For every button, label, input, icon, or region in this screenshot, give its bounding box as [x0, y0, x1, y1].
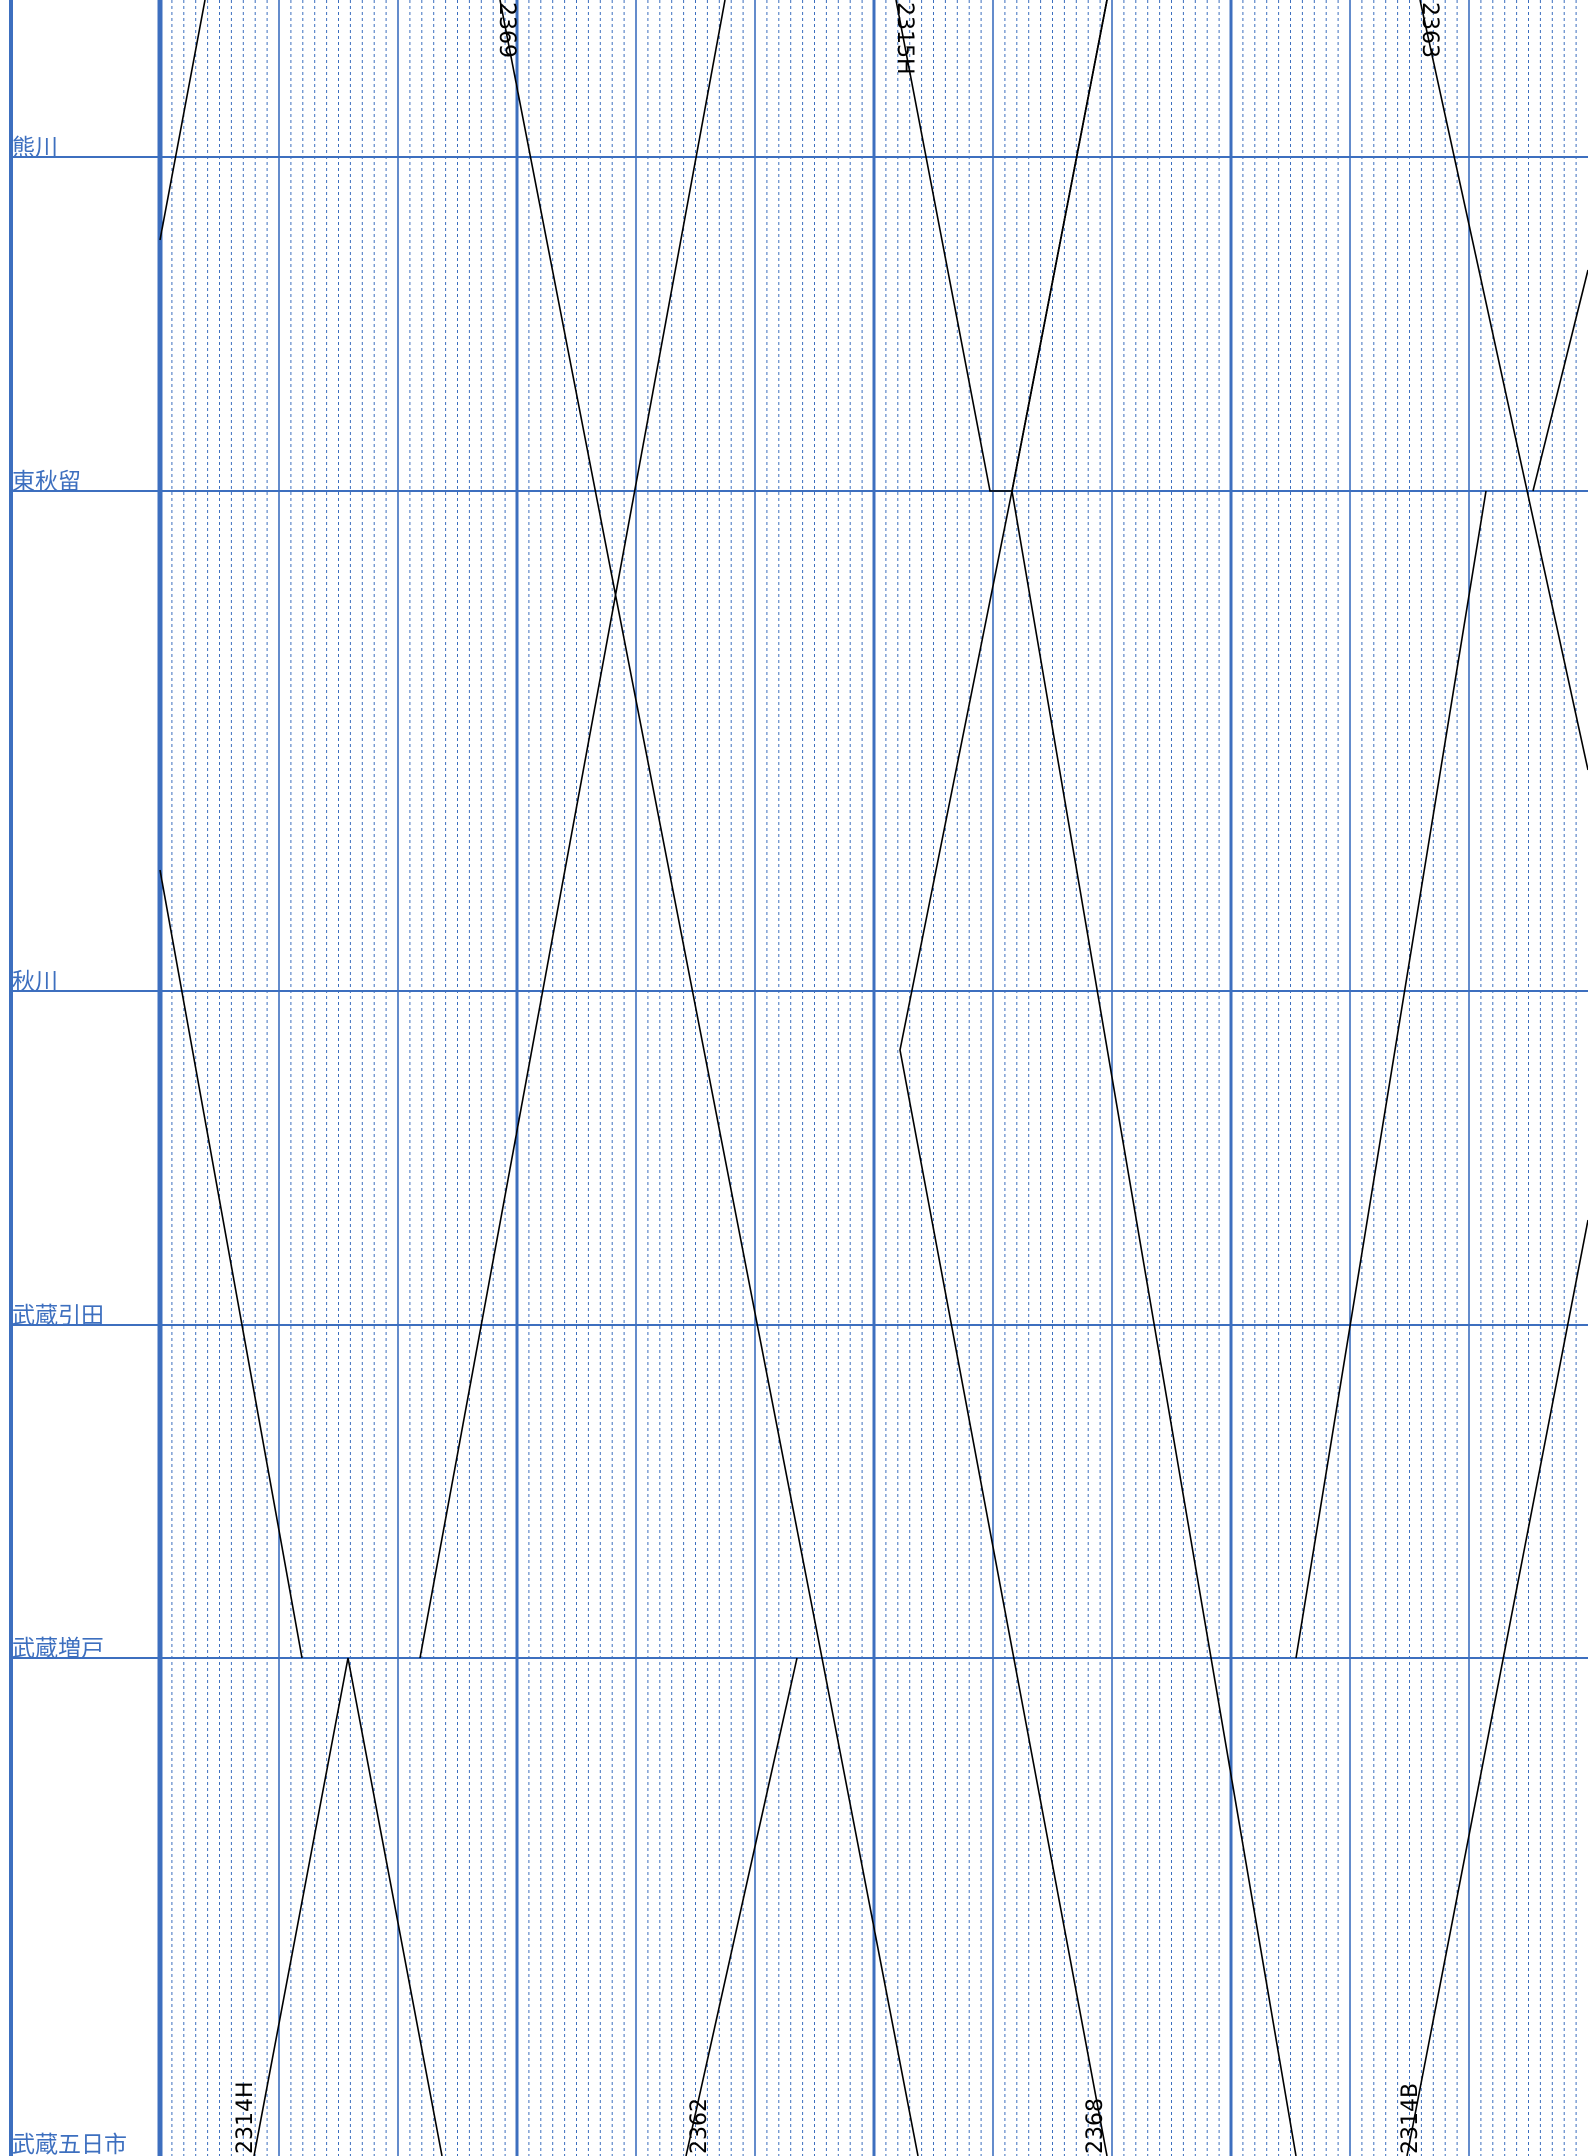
train-label-2314h: 2314H: [233, 2081, 258, 2154]
train-line: [1419, 0, 1588, 771]
train-line: [159, 0, 206, 241]
train-line: [1406, 1219, 1588, 2156]
train-line: [685, 1657, 798, 2156]
train-line: [499, 0, 919, 2156]
station-row-higashi-akiru: 東秋留: [11, 469, 1588, 495]
station-label: 秋川: [12, 969, 58, 995]
train-line: [159, 869, 303, 1659]
train-lines: [159, 0, 1588, 2156]
train-label-2315h: 2315H: [892, 2, 917, 75]
station-label: 熊川: [12, 135, 58, 161]
train-line: [899, 490, 1108, 2156]
train-line: [1295, 490, 1487, 1659]
station-row-musashi-masuko: 武蔵増戸: [11, 1636, 1588, 1662]
station-row-kumagawa: 熊川: [11, 135, 1588, 161]
train-line: [1011, 0, 1108, 492]
station-row-musashi-itsukaichi: 武蔵五日市: [12, 2132, 127, 2156]
station-row-musashi-hikida: 武蔵引田: [11, 1303, 1588, 1329]
train-labels: 2369 2315H 2363 2314H 2362 2368 2314B: [233, 2, 1442, 2154]
train-line: [253, 1657, 443, 2156]
time-grid: [171, 0, 1577, 2156]
train-line: [419, 0, 726, 1659]
train-line: [895, 0, 1297, 2156]
station-label: 武蔵五日市: [12, 2132, 127, 2156]
train-label-2314b: 2314B: [1398, 2083, 1423, 2154]
station-label: 武蔵増戸: [12, 1636, 104, 1662]
station-label: 東秋留: [12, 469, 81, 495]
station-label: 武蔵引田: [12, 1303, 104, 1329]
train-label-2369: 2369: [494, 2, 519, 58]
train-label-2363: 2363: [1417, 2, 1442, 58]
train-line: [1532, 269, 1588, 492]
train-label-2368: 2368: [1083, 2098, 1108, 2154]
train-label-2362: 2362: [687, 2098, 712, 2154]
station-row-akigawa: 秋川: [11, 969, 1588, 995]
